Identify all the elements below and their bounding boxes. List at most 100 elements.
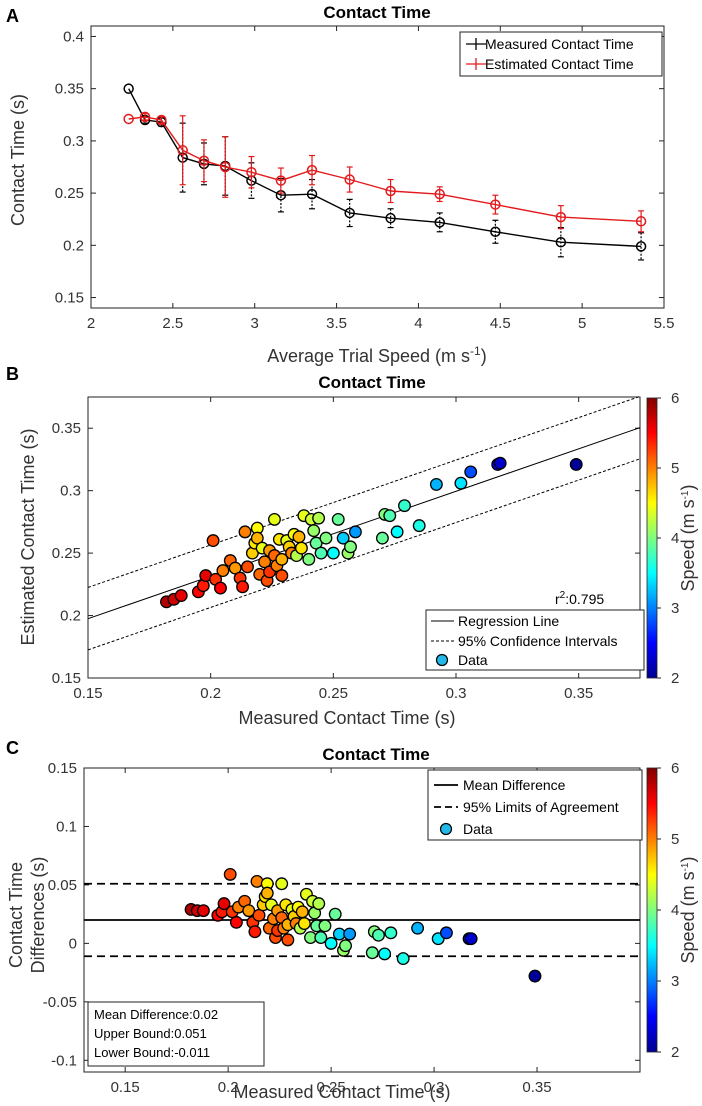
scatter-point: [228, 561, 242, 575]
panel-a-ytick-label: 0.35: [55, 81, 84, 98]
panel-c-ytick-label: 0.1: [56, 818, 77, 835]
lower-confidence-line: [87, 458, 641, 651]
panel-c-xtick-label: 0.35: [522, 1079, 551, 1096]
scatter-point: [258, 555, 272, 569]
difference-point: [464, 932, 478, 946]
data-point: [156, 114, 167, 126]
panel-b-ytick-label: 0.25: [52, 545, 81, 562]
panel-b-points: [160, 456, 583, 609]
panel-a-xtick-label: 5: [578, 315, 586, 332]
scatter-point: [412, 519, 426, 533]
panel-a-xtick-label: 4.5: [490, 315, 511, 332]
regression-line: [87, 427, 641, 620]
legend-data-marker: [435, 653, 449, 667]
scatter-point: [383, 509, 397, 523]
difference-point: [378, 947, 392, 961]
difference-point: [223, 867, 237, 881]
data-point: [385, 185, 396, 197]
data-point: [344, 174, 355, 185]
panel-b: B Contact Time Estimated Contact Time (s…: [6, 364, 698, 728]
panel-b-xtick-label: 0.25: [319, 685, 348, 702]
stats-lower-bound: Lower Bound:-0.011: [94, 1045, 210, 1060]
difference-point: [281, 933, 295, 947]
scatter-point: [302, 552, 316, 566]
panel-a-tick-labels: 2 2.5 3 3.5 4 4.5 5 5.5 0.15 0.2 0.25 0.3 0.35 0.4: [55, 28, 675, 332]
panel-a-xtick-label: 2: [87, 315, 95, 332]
panel-a-xtick-label: 5.5: [654, 315, 675, 332]
panel-c-stats-box: Mean Difference:0.02 Upper Bound:0.051 L…: [87, 1001, 265, 1067]
panel-b-colorbar-gradient: [646, 397, 658, 679]
panel-b-regression-lines: [87, 395, 641, 651]
panel-b-xtick-label: 0.3: [446, 685, 467, 702]
panel-c-legend: Mean Difference 95% Limits of Agreement …: [427, 769, 643, 841]
panel-a-xtick-label: 2.5: [162, 315, 183, 332]
difference-point: [196, 904, 210, 918]
scatter-point: [493, 456, 507, 470]
scatter-point: [206, 534, 220, 548]
data-point: [434, 217, 445, 228]
panel-b-ylabel: Estimated Contact Time (s): [18, 428, 38, 645]
difference-point: [260, 886, 274, 900]
panel-c-label: C: [6, 738, 19, 758]
panel-a-series: [123, 83, 647, 261]
panel-b-plot-frame: [87, 396, 641, 679]
panel-b-legend: Regression Line 95% Confidence Intervals…: [425, 609, 645, 671]
data-point: [555, 211, 567, 223]
scatter-point: [238, 525, 252, 539]
panel-b-ytick-label: 0.2: [60, 608, 81, 625]
legend-data-label-c: Data: [463, 821, 493, 837]
legend-limits-label: 95% Limits of Agreement: [463, 799, 619, 815]
data-point: [306, 188, 318, 200]
panel-b-r2-annotation: r2:0.795: [555, 590, 604, 607]
scatter-point: [348, 525, 362, 539]
colorbar-tick-label: 5: [671, 831, 679, 848]
colorbar-tick-label: 2: [671, 1044, 679, 1061]
scatter-point: [312, 511, 326, 525]
panel-c-ylabel-line2: Differences (s): [28, 857, 48, 974]
panel-c-ylabel-line1: Contact Time: [6, 862, 26, 968]
panel-b-xlabel: Measured Contact Time (s): [238, 708, 455, 728]
panel-c-xtick-label: 0.15: [111, 1079, 140, 1096]
panel-c-title: Contact Time: [322, 745, 429, 764]
panel-c-ytick-label: 0.15: [48, 760, 77, 777]
scatter-point: [569, 457, 583, 471]
data-point: [635, 216, 647, 227]
series-estimated: [123, 111, 647, 233]
data-point: [123, 113, 134, 125]
panel-c-xtick-label: 0.3: [424, 1079, 445, 1096]
panel-a-plot-frame: [90, 25, 665, 309]
colorbar-tick-label: 2: [671, 670, 679, 687]
difference-point: [297, 917, 311, 930]
panel-b-xtick-label: 0.2: [200, 685, 221, 702]
panel-c-xlabel: Measured Contact Time (s): [233, 1082, 450, 1102]
panel-c-colorbar: 2 3 4 5 6: [646, 760, 679, 1061]
panel-b-ytick-label: 0.15: [52, 670, 81, 687]
scatter-point: [275, 552, 289, 566]
scatter-point: [375, 531, 389, 545]
panel-c-stats-frame: [87, 1001, 265, 1067]
panel-a-xtick-label: 3.5: [326, 315, 347, 332]
panel-c: C Contact Time Contact Time Differences …: [6, 738, 698, 1102]
scatter-point: [307, 524, 321, 538]
data-point: [123, 83, 134, 94]
colorbar-tick-label: 4: [671, 530, 679, 547]
scatter-point: [429, 477, 443, 491]
panel-a-xlabel: Average Trial Speed (m s-1): [267, 344, 486, 366]
difference-point: [314, 931, 328, 944]
data-point: [490, 226, 501, 238]
difference-point: [229, 915, 243, 929]
colorbar-tick-label: 3: [671, 973, 679, 990]
scatter-point: [216, 564, 230, 578]
panel-c-ytick-label: 0: [69, 935, 77, 952]
panel-b-colorbar-label: Speed (m s-1): [678, 485, 698, 592]
data-point: [177, 145, 188, 156]
panel-c-ytick-label: 0.05: [48, 877, 77, 894]
panel-c-colorbar-label: Speed (m s-1): [678, 857, 698, 964]
legend-regression-label: Regression Line: [458, 613, 559, 629]
panel-c-tick-labels: 0.15 0.2 0.25 0.3 0.35 -0.1 -0.05 0 0.05 0.1 0.15: [43, 760, 552, 1096]
colorbar-tick-label: 6: [671, 760, 679, 777]
scatter-point: [174, 589, 188, 603]
difference-point: [384, 926, 398, 940]
colorbar-tick-label: 3: [671, 600, 679, 617]
